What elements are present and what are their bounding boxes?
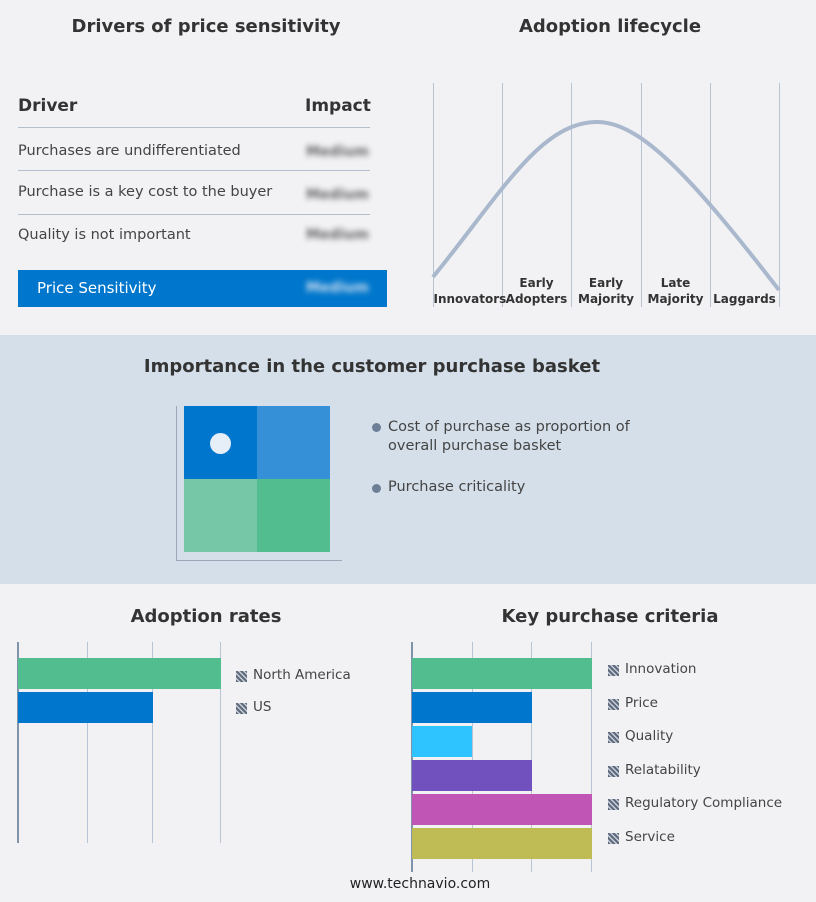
lifecycle-stage-label: Innovators: [433, 291, 507, 307]
summary-impact: Medium: [306, 280, 369, 296]
impact-value-3: Medium: [306, 227, 369, 243]
bar-quality: [412, 726, 472, 757]
lifecycle-divider: [502, 83, 503, 307]
bullet-icon: [372, 423, 381, 432]
lifecycle-divider: [641, 83, 642, 307]
matrix-x-axis: [176, 560, 342, 561]
matrix-quadrant-tr: [257, 406, 330, 479]
bullet-icon: [372, 484, 381, 493]
driver-row-1: Purchases are undifferentiated: [18, 143, 241, 159]
bar-service: [412, 828, 592, 859]
legend-swatch-icon: [236, 671, 247, 682]
drivers-title: Drivers of price sensitivity: [71, 16, 341, 37]
stage-label-line: Early: [519, 276, 554, 290]
bar-innovation: [412, 658, 592, 689]
gridline: [152, 642, 153, 843]
adoption-rates-title: Adoption rates: [130, 606, 282, 627]
position-marker: [210, 433, 231, 454]
footer-url[interactable]: www.technavio.com: [349, 876, 491, 892]
legend-label: North America: [253, 667, 351, 683]
bar-north-america: [18, 658, 221, 689]
bar-price: [412, 692, 532, 723]
gridline: [531, 642, 532, 872]
stage-label-line: Late: [660, 276, 691, 290]
lifecycle-divider: [779, 83, 780, 307]
bar-regulatory-compliance: [412, 794, 592, 825]
legend-label: US: [253, 699, 272, 715]
divider: [18, 214, 370, 215]
basket-title: Importance in the customer purchase bask…: [143, 356, 601, 377]
gridline: [591, 642, 592, 872]
impact-value-2: Medium: [306, 187, 369, 203]
driver-header: Driver: [18, 96, 78, 116]
legend-swatch-icon: [236, 703, 247, 714]
matrix-quadrant-bl: [184, 479, 257, 552]
gridline: [472, 642, 473, 872]
basket-band: [0, 335, 816, 584]
lifecycle-divider: [433, 83, 434, 307]
lifecycle-divider: [710, 83, 711, 307]
stage-label-line: Adopters: [505, 292, 568, 306]
legend-swatch-icon: [608, 665, 619, 676]
gridline: [87, 642, 88, 843]
legend-swatch-icon: [608, 765, 619, 777]
lifecycle-stage-label: Late Majority: [642, 275, 710, 307]
adoption-curve: [431, 119, 781, 292]
legend-label: Regulatory Compliance: [625, 795, 783, 812]
lifecycle-stage-label: Early Adopters: [503, 275, 571, 307]
lifecycle-title: Adoption lifecycle: [518, 16, 702, 37]
stage-label-line: Innovators: [433, 292, 507, 306]
basket-legend-1: Cost of purchase as proportion of overal…: [388, 419, 630, 454]
matrix-y-axis: [176, 406, 177, 560]
legend-label: Quality: [625, 728, 674, 745]
price-sensitivity-summary: Price Sensitivity Medium: [18, 270, 387, 307]
divider: [18, 170, 370, 171]
kpc-title: Key purchase criteria: [501, 606, 719, 627]
lifecycle-stage-label: Early Majority: [572, 275, 640, 307]
legend-label: Service: [625, 829, 675, 845]
bar-us: [18, 692, 154, 723]
legend-label: Innovation: [625, 661, 697, 677]
impact-header: Impact: [305, 96, 371, 116]
legend-label: Price: [625, 694, 658, 711]
bar-relatability: [412, 760, 532, 791]
lifecycle-divider: [571, 83, 572, 307]
driver-row-2: Purchase is a key cost to the buyer: [18, 184, 273, 200]
basket-legend-2: Purchase criticality: [388, 479, 526, 495]
legend-swatch-icon: [608, 833, 619, 844]
stage-label-line: Majority: [647, 292, 704, 306]
legend-label: Relatability: [625, 761, 701, 778]
stage-label-line: Early: [588, 276, 624, 290]
summary-label: Price Sensitivity: [37, 279, 157, 297]
legend-swatch-icon: [608, 732, 619, 744]
matrix-quadrant-br: [257, 479, 330, 552]
gridline: [220, 642, 221, 843]
x-axis-line: [411, 642, 413, 872]
adoption-curve-svg: [431, 119, 781, 292]
x-axis-line: [17, 642, 19, 843]
impact-value-1: Medium: [306, 144, 369, 160]
divider: [18, 127, 370, 128]
stage-label-line: Laggards: [713, 292, 776, 306]
legend-swatch-icon: [608, 799, 619, 811]
stage-label-line: Majority: [578, 292, 634, 306]
driver-row-3: Quality is not important: [18, 227, 191, 243]
lifecycle-stage-label: Laggards: [711, 291, 779, 307]
legend-swatch-icon: [608, 698, 619, 710]
